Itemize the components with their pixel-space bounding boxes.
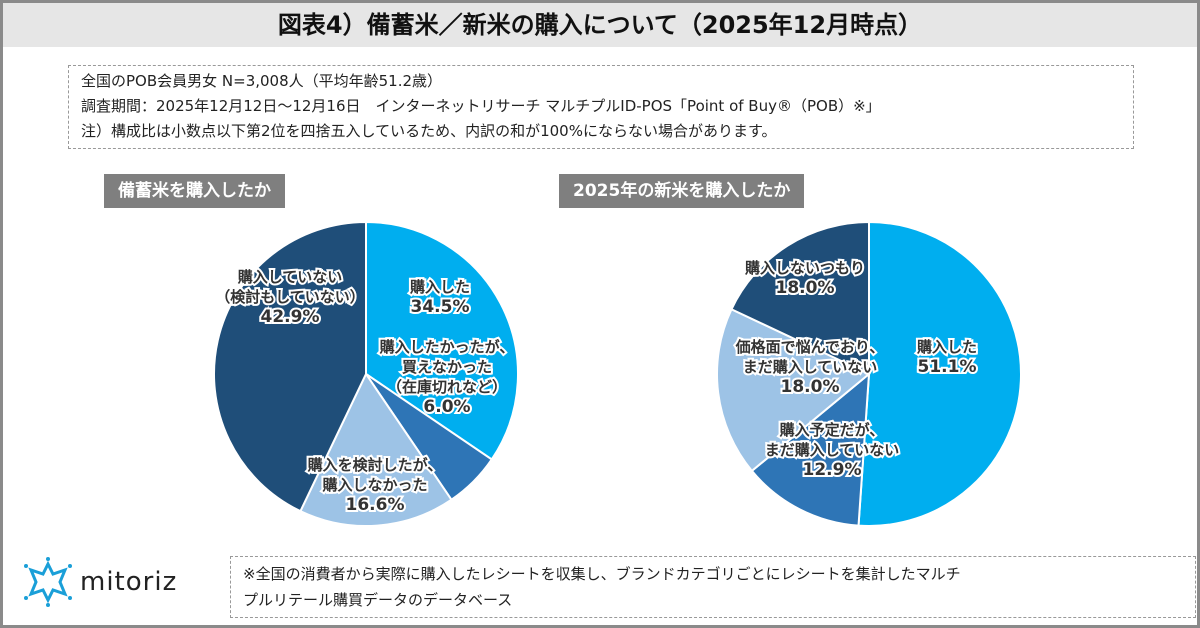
slice-label: 購入した 51.1%	[916, 338, 977, 377]
slice-label: 購入したかったが、買えなかった （在庫切れなど） 6.0%	[379, 338, 515, 417]
slice-name: 購入したかったが、	[379, 338, 515, 356]
note-line: 注）構成比は小数点以下第2位を四捨五入しているため、内訳の和が100%にならない…	[81, 122, 777, 140]
slice-value: 6.0%	[423, 397, 470, 417]
slice-label: 購入した 34.5%	[409, 278, 470, 317]
slice-name: 購入予定だが、	[779, 421, 885, 439]
chart-title-stockpile-rice: 備蓄米を購入したか	[104, 174, 285, 208]
slice-label: 購入を検討したが、購入しなかった 16.6%	[307, 456, 443, 515]
slice-name: 購入していない	[237, 268, 343, 286]
pie-slice	[299, 371, 453, 527]
slice-name: まだ購入していない	[743, 358, 878, 376]
slice-name: 購入しないつもり	[744, 259, 865, 277]
slice-value: 34.5%	[411, 297, 470, 317]
slice-label: 価格面で悩んでおり、まだ購入していない 18.0%	[735, 338, 885, 397]
pie-slice	[716, 307, 871, 473]
slice-label: 購入していない （検討もしていない） 42.9%	[215, 268, 365, 327]
slice-name: 買えなかった	[402, 358, 492, 376]
slice-label: 購入しないつもり 18.0%	[744, 259, 865, 298]
logo-text: mitoriz	[80, 567, 178, 597]
slice-name: 購入しなかった	[321, 476, 427, 494]
pie-slice	[213, 220, 367, 513]
slice-value: 12.9%	[803, 460, 862, 480]
pie-slice	[750, 371, 871, 527]
mitoriz-logo: mitoriz	[22, 556, 177, 608]
pie-slice	[365, 220, 519, 461]
survey-notes: 全国のPOB会員男女 N=3,008人（平均年齢51.2歳） 調査期間：2025…	[68, 65, 1134, 149]
note-line: 全国のPOB会員男女 N=3,008人（平均年齢51.2歳）	[81, 72, 443, 90]
slice-value: 51.1%	[918, 357, 977, 377]
slice-value: 42.9%	[261, 307, 320, 327]
slice-value: 18.0%	[776, 278, 835, 298]
slice-name: まだ購入していない	[765, 441, 900, 459]
pie-slice	[857, 220, 1022, 527]
footnote-line: プルリテール購買データのデータベース	[243, 591, 513, 609]
slice-value: 16.6%	[346, 495, 405, 515]
page-title: 図表4）備蓄米／新米の購入について（2025年12月時点）	[3, 3, 1197, 47]
chart-title-new-rice: 2025年の新米を購入したか	[559, 174, 805, 208]
slice-name: 購入した	[409, 278, 470, 296]
pie-slice	[730, 220, 870, 376]
slice-name: 価格面で悩んでおり、	[735, 338, 885, 356]
slice-name: 購入を検討したが、	[307, 456, 443, 474]
slice-name: 購入した	[916, 338, 977, 356]
slice-value: 18.0%	[781, 377, 840, 397]
slice-label: 購入予定だが、まだ購入していない 12.9%	[765, 421, 900, 480]
logo-star-icon	[24, 557, 72, 607]
footnote: ※全国の消費者から実際に購入したレシートを収集し、ブランドカテゴリごとにレシート…	[230, 556, 1196, 618]
slice-name: （在庫切れなど）	[387, 378, 507, 396]
slice-name: （検討もしていない）	[215, 288, 365, 306]
footnote-line: ※全国の消費者から実際に購入したレシートを収集し、ブランドカテゴリごとにレシート…	[243, 565, 961, 583]
note-line: 調査期間：2025年12月12日～12月16日 インターネットリサーチ マルチプ…	[81, 97, 881, 115]
